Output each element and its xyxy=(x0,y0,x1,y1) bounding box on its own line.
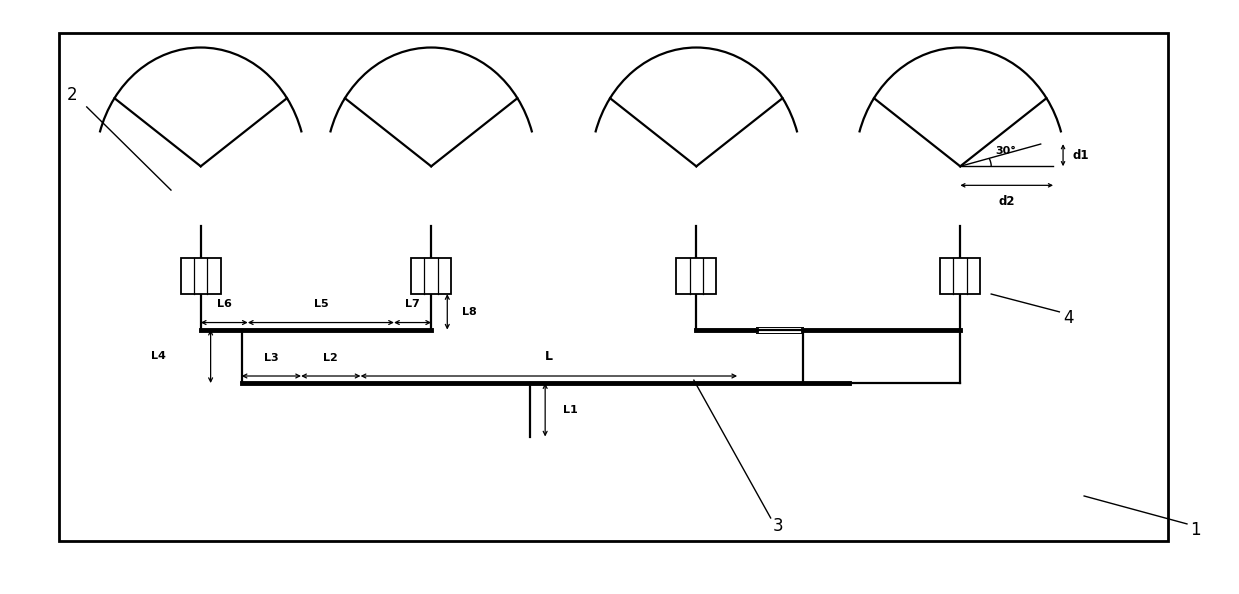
Bar xyxy=(181,258,221,294)
Text: d1: d1 xyxy=(1073,148,1089,162)
Text: 4: 4 xyxy=(1063,309,1073,327)
Text: L6: L6 xyxy=(217,299,232,309)
Text: 3: 3 xyxy=(773,517,783,535)
Bar xyxy=(940,258,980,294)
Bar xyxy=(59,33,1168,541)
Text: L1: L1 xyxy=(563,405,577,415)
Text: 2: 2 xyxy=(67,86,77,104)
Text: L7: L7 xyxy=(405,299,420,309)
Text: L5: L5 xyxy=(313,299,328,309)
Text: 1: 1 xyxy=(1191,521,1201,539)
Text: d2: d2 xyxy=(999,195,1015,208)
Text: L3: L3 xyxy=(264,353,279,363)
Text: L8: L8 xyxy=(462,307,477,317)
Bar xyxy=(676,258,716,294)
Text: 30°: 30° xyxy=(995,146,1016,156)
Bar xyxy=(411,258,451,294)
Text: L4: L4 xyxy=(151,352,166,361)
Text: L: L xyxy=(545,350,553,363)
Text: L2: L2 xyxy=(323,353,338,363)
